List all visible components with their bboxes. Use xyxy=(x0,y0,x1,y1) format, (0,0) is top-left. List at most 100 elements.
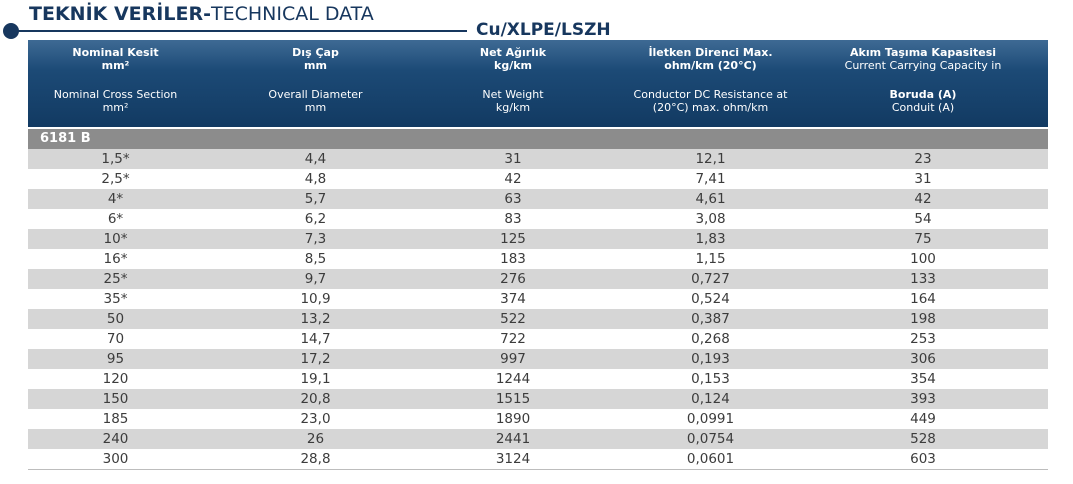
cell-resistance: 0,0991 xyxy=(686,411,735,427)
cell-resistance: 7,41 xyxy=(695,171,726,187)
cell-resistance: 0,0754 xyxy=(686,431,735,447)
cell-overall-diameter: 7,3 xyxy=(304,231,327,247)
cell-overall-diameter: 23,0 xyxy=(300,411,331,427)
table-row: 150 20,8 1515 0,124 393 xyxy=(28,389,1048,409)
cell-current-capacity: 306 xyxy=(910,351,936,367)
cell-current-capacity: 528 xyxy=(910,431,936,447)
cell-nominal-section: 25* xyxy=(103,271,128,287)
cell-overall-diameter: 20,8 xyxy=(300,391,331,407)
cell-net-weight: 125 xyxy=(500,231,526,247)
cell-nominal-section: 95 xyxy=(106,351,125,367)
header-label: Conductor DC Resistance at xyxy=(633,88,788,101)
header-label: Nominal Cross Section xyxy=(53,88,178,101)
cell-current-capacity: 164 xyxy=(910,291,936,307)
header-unit: kg/km xyxy=(495,101,531,114)
header-current-capacity: Akım Taşıma Kapasitesi Current Carrying C… xyxy=(823,40,1023,127)
header-unit: kg/km xyxy=(494,59,532,72)
cell-net-weight: 522 xyxy=(500,311,526,327)
table-row: 35* 10,9 374 0,524 164 xyxy=(28,289,1048,309)
header-label: İletken Direnci Max. xyxy=(648,46,773,59)
cell-net-weight: 183 xyxy=(500,251,526,267)
cell-overall-diameter: 8,5 xyxy=(304,251,327,267)
table-row: 185 23,0 1890 0,0991 449 xyxy=(28,409,1048,429)
table-row: 4* 5,7 63 4,61 42 xyxy=(28,189,1048,209)
cell-current-capacity: 198 xyxy=(910,311,936,327)
header-unit: (20°C) max. ohm/km xyxy=(652,101,769,114)
table-bottom-rule xyxy=(28,469,1048,470)
table-row: 50 13,2 522 0,387 198 xyxy=(28,309,1048,329)
header-label: Nominal Kesit xyxy=(72,46,159,59)
cell-current-capacity: 31 xyxy=(914,171,932,187)
cell-net-weight: 42 xyxy=(504,171,522,187)
cell-nominal-section: 185 xyxy=(102,411,129,427)
cell-resistance: 0,387 xyxy=(691,311,730,327)
cell-overall-diameter: 14,7 xyxy=(300,331,331,347)
cell-overall-diameter: 10,9 xyxy=(300,291,331,307)
cell-nominal-section: 10* xyxy=(103,231,128,247)
cell-net-weight: 63 xyxy=(504,191,522,207)
header-sub-label-en: Conduit (A) xyxy=(891,101,955,114)
cell-resistance: 1,15 xyxy=(695,251,726,267)
header-unit: mm² xyxy=(101,59,130,72)
header-nominal-section: Nominal Kesit mm² Nominal Cross Section mm… xyxy=(28,40,203,127)
cell-overall-diameter: 28,8 xyxy=(300,451,331,467)
header-unit: mm xyxy=(304,101,327,114)
header-sub-label: Boruda (A) xyxy=(889,88,957,101)
table-row: 120 19,1 1244 0,153 354 xyxy=(28,369,1048,389)
cell-resistance: 4,61 xyxy=(695,191,726,207)
title-bullet-icon xyxy=(3,23,19,39)
cell-overall-diameter: 13,2 xyxy=(300,311,331,327)
title-bold: TEKNİK VERİLER- xyxy=(29,3,211,25)
cell-resistance: 0,124 xyxy=(691,391,730,407)
cell-resistance: 0,524 xyxy=(691,291,730,307)
cell-nominal-section: 2,5* xyxy=(101,171,130,187)
cell-overall-diameter: 19,1 xyxy=(300,371,331,387)
cell-net-weight: 374 xyxy=(500,291,526,307)
title-underline xyxy=(17,30,467,32)
header-unit: mm xyxy=(304,59,327,72)
table-row: 240 26 2441 0,0754 528 xyxy=(28,429,1048,449)
cell-net-weight: 2441 xyxy=(495,431,531,447)
cell-overall-diameter: 4,4 xyxy=(304,151,327,167)
cell-net-weight: 1515 xyxy=(495,391,531,407)
cell-net-weight: 997 xyxy=(500,351,526,367)
cell-nominal-section: 50 xyxy=(106,311,125,327)
product-code: 6181 B xyxy=(40,131,91,146)
cell-nominal-section: 70 xyxy=(106,331,125,347)
header-label: Overall Diameter xyxy=(268,88,363,101)
cell-overall-diameter: 9,7 xyxy=(304,271,327,287)
cell-resistance: 0,193 xyxy=(691,351,730,367)
cell-nominal-section: 150 xyxy=(102,391,129,407)
cell-current-capacity: 449 xyxy=(910,411,936,427)
cell-net-weight: 276 xyxy=(500,271,526,287)
cell-net-weight: 31 xyxy=(504,151,522,167)
table-row: 10* 7,3 125 1,83 75 xyxy=(28,229,1048,249)
cell-resistance: 1,83 xyxy=(695,231,726,247)
cell-current-capacity: 354 xyxy=(910,371,936,387)
header-label-en: Current Carrying Capacity in xyxy=(844,59,1002,72)
cell-current-capacity: 253 xyxy=(910,331,936,347)
cell-nominal-section: 4* xyxy=(107,191,124,207)
cell-current-capacity: 75 xyxy=(914,231,932,247)
cell-net-weight: 1890 xyxy=(495,411,531,427)
cell-current-capacity: 393 xyxy=(910,391,936,407)
data-table-body: 1,5* 4,4 31 12,1 23 2,5* 4,8 42 7,41 31 4* 5,7 63 4,6… xyxy=(28,149,1048,469)
cell-nominal-section: 16* xyxy=(103,251,128,267)
table-row: 25* 9,7 276 0,727 133 xyxy=(28,269,1048,289)
cell-resistance: 3,08 xyxy=(695,211,726,227)
cell-overall-diameter: 5,7 xyxy=(304,191,327,207)
cell-nominal-section: 35* xyxy=(103,291,128,307)
cell-current-capacity: 23 xyxy=(914,151,932,167)
header-label: Dış Çap xyxy=(292,46,339,59)
cell-nominal-section: 300 xyxy=(102,451,129,467)
table-row: 1,5* 4,4 31 12,1 23 xyxy=(28,149,1048,169)
table-row: 300 28,8 3124 0,0601 603 xyxy=(28,449,1048,469)
table-row: 16* 8,5 183 1,15 100 xyxy=(28,249,1048,269)
cell-resistance: 0,727 xyxy=(691,271,730,287)
table-row: 95 17,2 997 0,193 306 xyxy=(28,349,1048,369)
cell-current-capacity: 603 xyxy=(910,451,936,467)
table-row: 6* 6,2 83 3,08 54 xyxy=(28,209,1048,229)
cell-net-weight: 1244 xyxy=(495,371,531,387)
header-net-weight: Net Ağırlık kg/km Net Weight kg/km xyxy=(428,40,598,127)
title-regular: TECHNICAL DATA xyxy=(210,3,374,25)
